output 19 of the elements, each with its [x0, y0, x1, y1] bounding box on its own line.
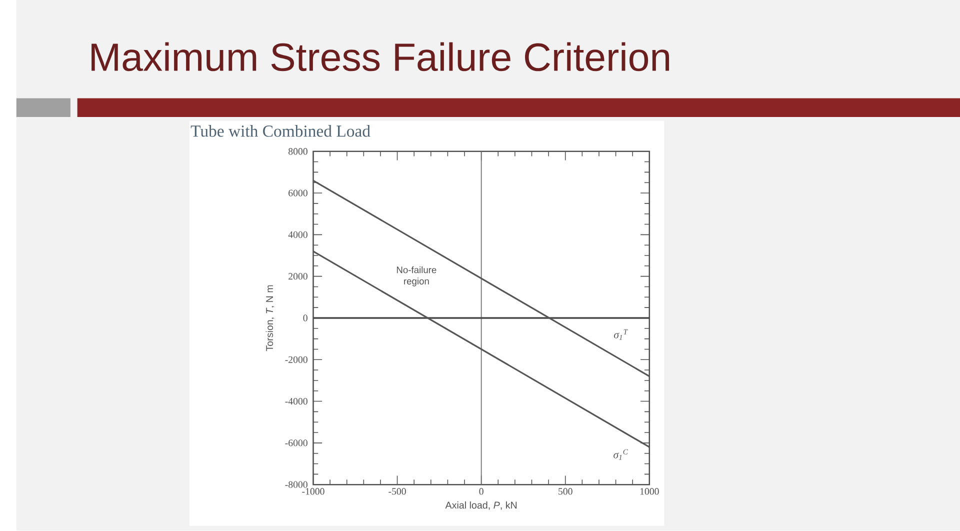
chart-title: Maximum Stress Failure Criterion: [92, 42, 670, 72]
x-axis-title: Axial load, P, kN: [445, 502, 517, 510]
y-tick-label: 4000: [288, 231, 308, 238]
x-tick-label: 1000: [640, 488, 659, 495]
y-tick-label: 2000: [288, 273, 308, 280]
chart-subtitle: Tube with Combined Load: [190, 125, 370, 137]
x-tick-label: 500: [558, 488, 572, 495]
x-tick-label: -1000: [302, 488, 324, 495]
y-tick-label: -8000: [285, 481, 308, 488]
y-tick-label: -6000: [285, 440, 308, 446]
x-tick-label: -500: [388, 488, 406, 495]
y-tick-label: -2000: [285, 356, 308, 364]
y-tick-label: 8000: [288, 148, 308, 155]
annotation: No-failure region: [396, 266, 436, 286]
y-axis-title: Torsion, T, N m: [266, 285, 274, 352]
x-tick-label: 0: [479, 488, 484, 495]
y-tick-label: 0: [303, 314, 308, 322]
y-tick-label: -4000: [285, 398, 308, 405]
y-tick-label: 6000: [288, 190, 308, 196]
